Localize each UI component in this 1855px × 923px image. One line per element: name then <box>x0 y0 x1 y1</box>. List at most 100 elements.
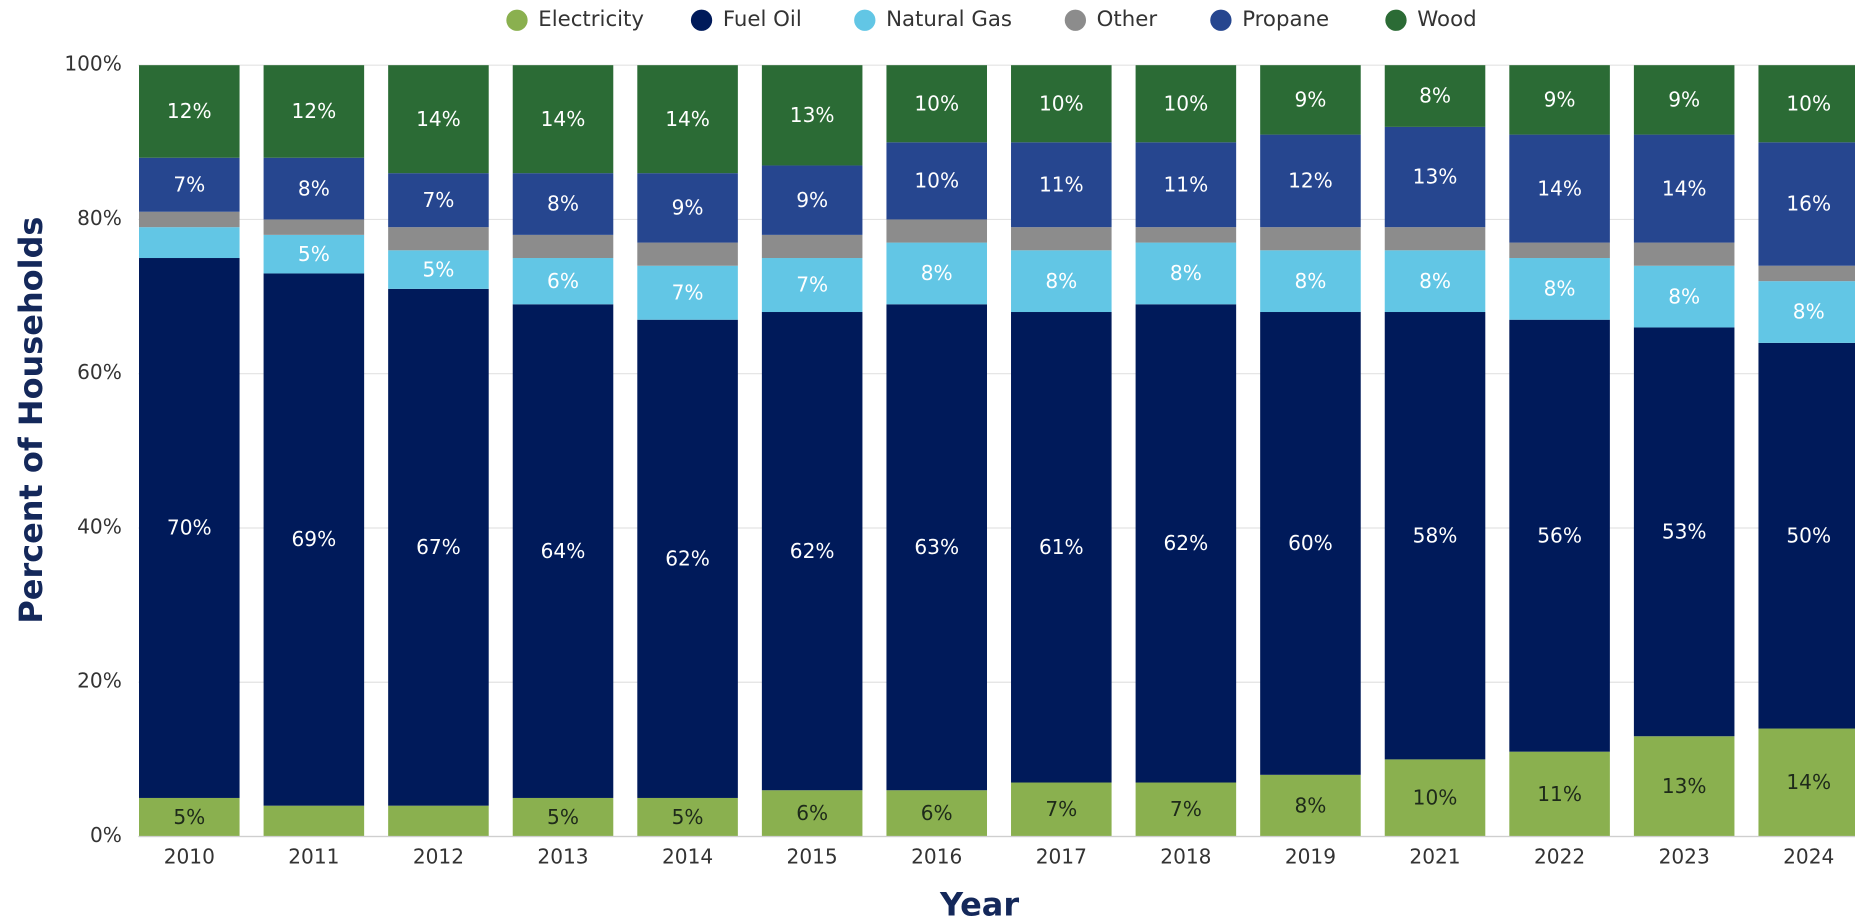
x-tick-label: 2016 <box>911 844 962 868</box>
bar-segment <box>1260 134 1361 228</box>
data-label: 8% <box>1793 300 1825 324</box>
data-label: 9% <box>1294 88 1326 112</box>
bar-segment <box>1384 759 1486 837</box>
bar-segment <box>1260 250 1361 313</box>
bar-segment <box>637 797 738 837</box>
legend-marker <box>1385 9 1407 31</box>
bar-segment <box>1633 327 1735 737</box>
bar-segment <box>886 65 988 143</box>
legend-marker <box>1210 9 1232 31</box>
data-label: 7% <box>672 280 704 304</box>
data-label: 8% <box>1419 269 1451 293</box>
bar-segment <box>1633 65 1735 135</box>
data-label: 5% <box>173 805 205 829</box>
bar-segment <box>263 273 365 806</box>
bar-segment <box>1758 142 1855 266</box>
data-label: 62% <box>665 547 710 571</box>
bar-segment <box>1011 65 1112 143</box>
bar-segment <box>1011 782 1112 837</box>
bar-segment <box>1135 227 1237 243</box>
data-label: 9% <box>672 196 704 220</box>
data-label: 13% <box>1413 165 1458 189</box>
legend-label: Natural Gas <box>886 7 1012 32</box>
bar-segment <box>512 173 614 235</box>
data-label: 62% <box>790 539 835 563</box>
bar-segment <box>1509 65 1610 135</box>
bar-segment <box>886 304 988 791</box>
bar-segment <box>637 242 738 266</box>
data-label: 12% <box>292 99 337 123</box>
bar-segment <box>1509 242 1610 259</box>
data-label: 67% <box>416 535 461 559</box>
data-label: 8% <box>1294 269 1326 293</box>
data-label: 62% <box>1164 531 1209 555</box>
data-label: 8% <box>298 176 330 200</box>
bar-segment <box>512 234 614 259</box>
x-tick-label: 2010 <box>164 844 215 868</box>
data-label: 5% <box>547 805 579 829</box>
legend-label: Wood <box>1417 7 1476 32</box>
data-label: 8% <box>1294 793 1326 817</box>
y-tick-label: 60% <box>77 360 122 384</box>
bar-segment <box>512 65 614 174</box>
bar-segment <box>512 797 614 837</box>
data-label: 6% <box>547 269 579 293</box>
bar-segment <box>1758 65 1855 143</box>
data-label: 11% <box>1537 782 1582 806</box>
bar-segment <box>886 219 988 243</box>
bar-segment <box>512 304 614 798</box>
data-label: 61% <box>1039 535 1084 559</box>
bar-segment <box>388 288 489 806</box>
x-tick-label: 2017 <box>1036 844 1087 868</box>
bar-segment <box>139 227 240 259</box>
bar-segment <box>761 165 863 235</box>
data-label: 5% <box>298 242 330 266</box>
bar-segment <box>139 65 240 158</box>
y-tick-label: 100% <box>64 52 122 76</box>
bar-segment <box>1509 258 1610 320</box>
data-label: 13% <box>1662 774 1707 798</box>
y-tick-label: 80% <box>77 206 122 230</box>
bar-segment <box>263 805 365 837</box>
x-axis-title: Year <box>939 885 1019 923</box>
data-label: 8% <box>1668 284 1700 308</box>
bar-segment <box>1633 242 1735 266</box>
data-label: 9% <box>796 188 828 212</box>
bar-segment <box>637 319 738 798</box>
bar-segment <box>1633 265 1735 328</box>
data-label: 10% <box>1164 91 1209 115</box>
data-label: 7% <box>1170 797 1202 821</box>
data-label: 56% <box>1537 523 1582 547</box>
data-label: 58% <box>1413 523 1458 547</box>
bar-segment <box>761 790 863 837</box>
bar-segment <box>1135 65 1237 143</box>
data-label: 8% <box>1419 84 1451 108</box>
legend-marker <box>690 9 713 31</box>
bar-segment <box>886 242 988 305</box>
data-label: 14% <box>1786 770 1831 794</box>
legend-label: Propane <box>1242 7 1329 32</box>
legend-label: Other <box>1097 7 1158 32</box>
bar-segment <box>1135 782 1237 837</box>
bar-segment <box>1758 281 1855 343</box>
bar-segment <box>263 157 365 220</box>
legend-label: Electricity <box>538 7 644 32</box>
data-label: 11% <box>1164 172 1209 196</box>
data-label: 11% <box>1039 172 1084 196</box>
x-tick-label: 2015 <box>787 844 838 868</box>
data-label: 6% <box>796 801 828 825</box>
bar-segment <box>1260 312 1361 775</box>
legend-marker <box>854 9 876 31</box>
data-label: 9% <box>1544 88 1576 112</box>
bar-segment <box>886 790 988 837</box>
bar-segment <box>761 234 863 259</box>
bar-segment <box>139 157 240 212</box>
bar-segment <box>1633 134 1735 243</box>
bar-segment <box>1384 65 1486 127</box>
x-tick-label: 2013 <box>537 844 588 868</box>
bar-segment <box>388 65 489 174</box>
bar-segment <box>1135 242 1237 305</box>
legend-marker <box>1064 9 1087 31</box>
legend-label: Fuel Oil <box>723 7 802 32</box>
bar-segment <box>263 65 365 158</box>
